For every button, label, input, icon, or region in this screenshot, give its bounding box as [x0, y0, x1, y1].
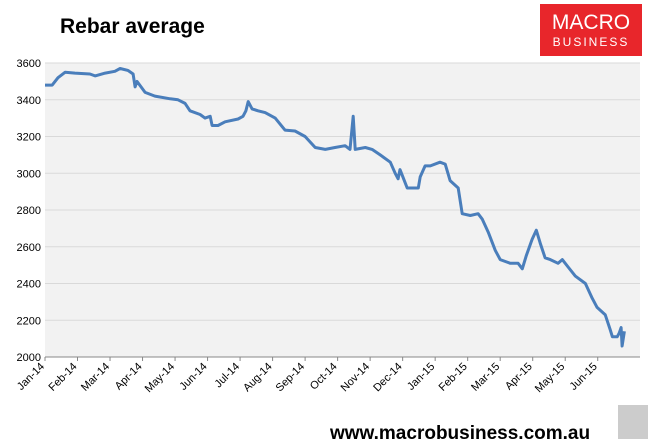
logo-text: MACRO — [552, 11, 630, 34]
footer: www.macrobusiness.com.au — [329, 423, 590, 442]
data-line — [45, 67, 626, 348]
y-tick-label: 2800 — [17, 205, 41, 217]
y-tick-label: 3000 — [17, 168, 41, 180]
logo-box — [540, 4, 642, 56]
logo-text: BUSINESS — [553, 35, 630, 49]
y-tick-label: 2000 — [17, 352, 41, 364]
logo-icon — [618, 405, 648, 439]
y-tick-label: 2200 — [17, 315, 41, 327]
y-tick-label: 3200 — [17, 132, 41, 144]
y-tick-label: 2400 — [17, 279, 41, 291]
chart-title: Rebar average — [60, 15, 205, 38]
y-tick-label: 3400 — [17, 95, 41, 107]
y-tick-label: 3600 — [17, 58, 41, 70]
y-tick-label: 2600 — [17, 242, 41, 254]
